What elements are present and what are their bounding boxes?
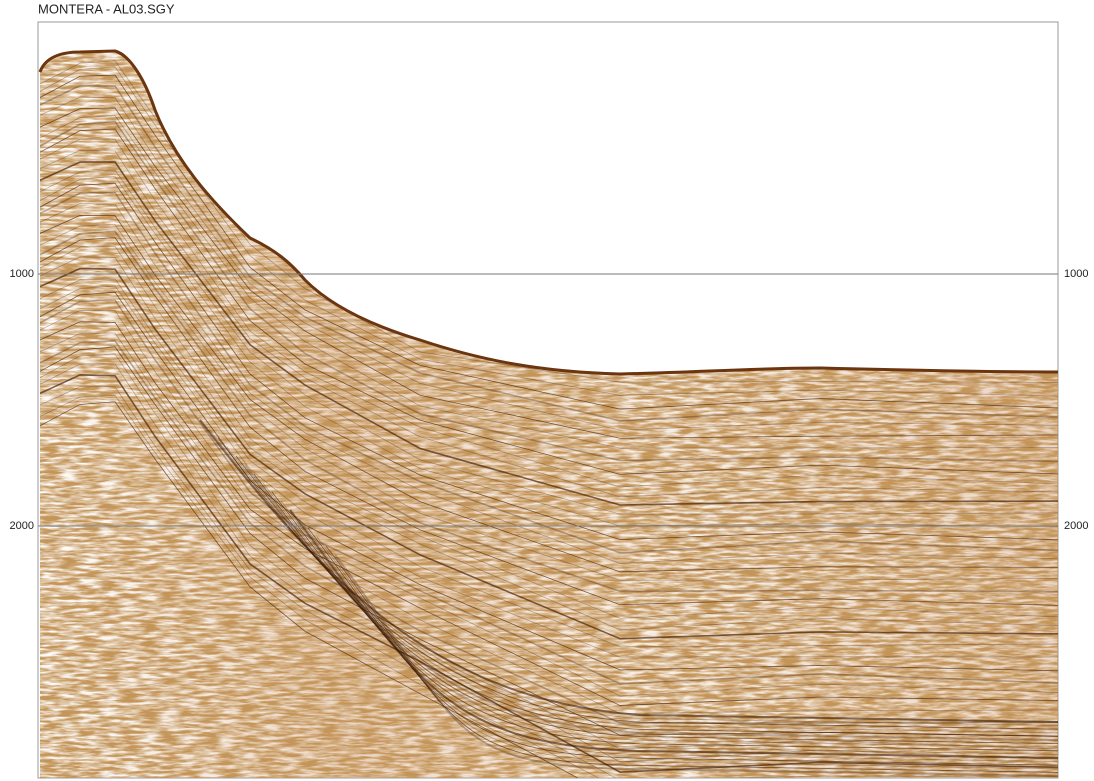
seismic-view: MONTERA - AL03.SGY 1000 1000 2000 2000 [0,0,1094,781]
chart-title: MONTERA - AL03.SGY [38,1,175,16]
y-tick-label-right: 1000 [1064,268,1088,280]
y-tick-label-left: 2000 [10,520,34,532]
y-tick-label-right: 2000 [1064,520,1088,532]
y-tick-label-left: 1000 [10,268,34,280]
